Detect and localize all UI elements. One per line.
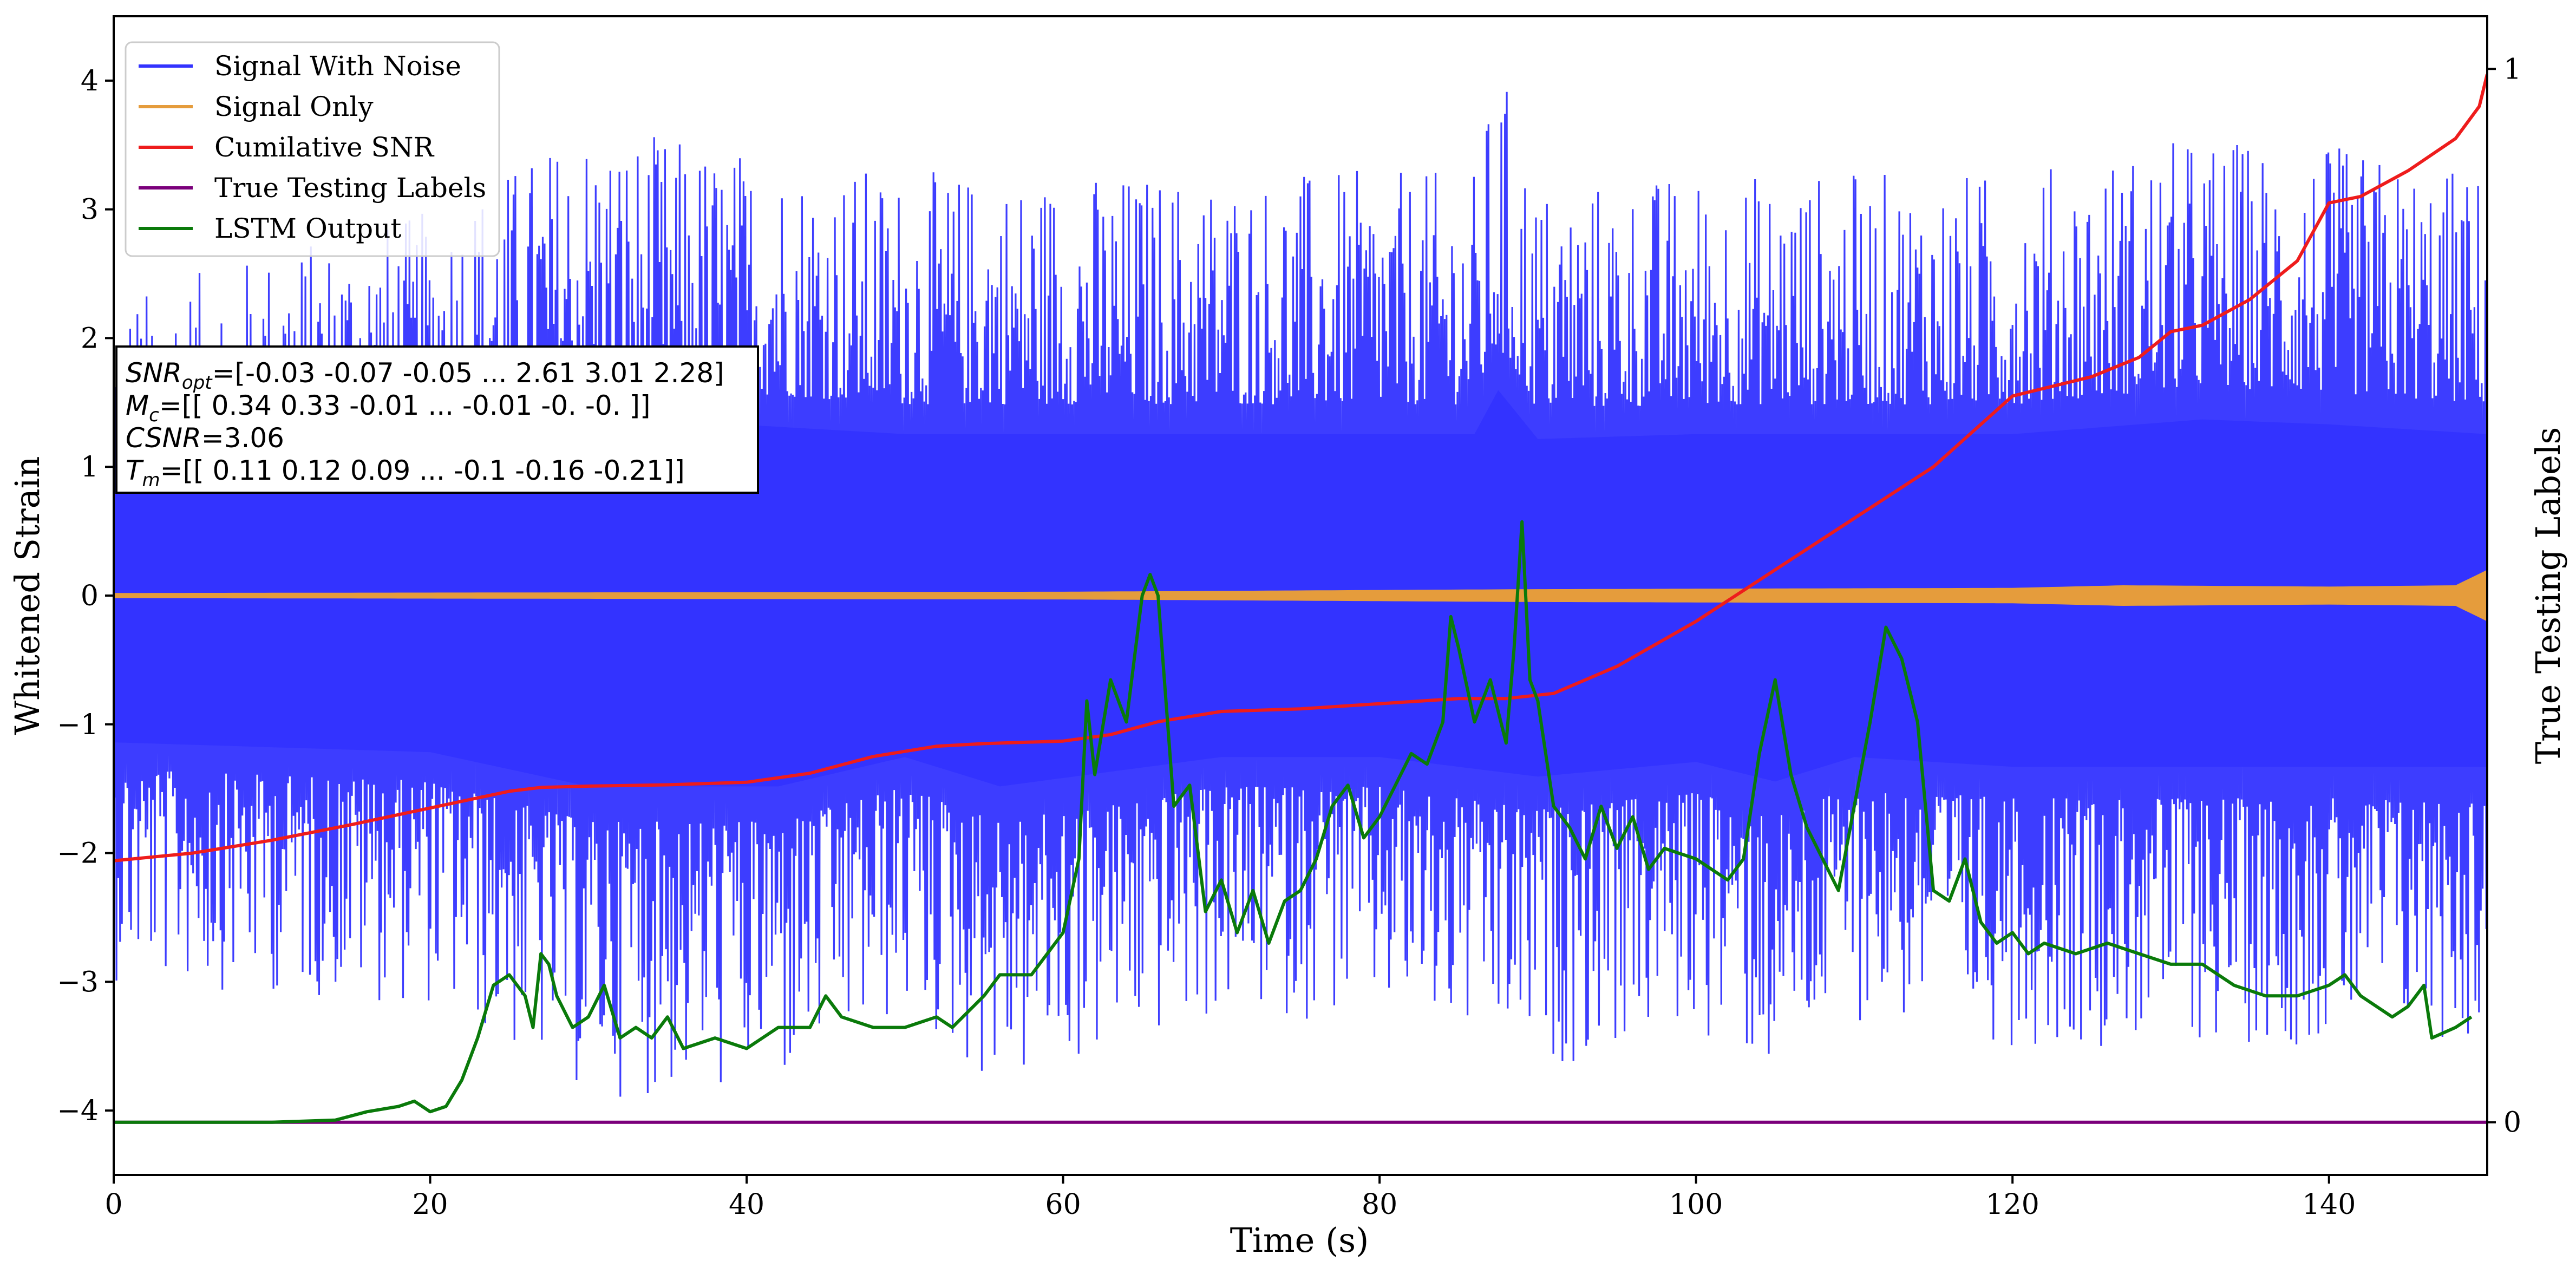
y-tick-label: 2 (81, 322, 99, 355)
annotation-tm: Tm=[[ 0.11 0.12 0.09 ... -0.1 -0.16 -0.2… (126, 455, 685, 491)
x-tick-label: 60 (1045, 1188, 1081, 1221)
legend-label: Signal Only (214, 91, 374, 122)
signal-only-layer (114, 570, 2487, 622)
legend: Signal With Noise Signal Only Cumilative S… (125, 41, 500, 257)
x-tick-label: 120 (1986, 1188, 2039, 1221)
y2-tick-label: 0 (2503, 1107, 2521, 1139)
x-tick-label: 40 (729, 1188, 764, 1221)
y2-tick-label: 1 (2503, 53, 2521, 86)
legend-box (125, 41, 500, 257)
y-axis-label: Whitened Strain (8, 456, 47, 735)
y2-axis-ticks: 01 (2487, 53, 2521, 1139)
y-tick-label: −1 (57, 709, 99, 741)
annotation-box: SNRopt=[-0.03 -0.07 -0.05 ... 2.61 3.01 … (115, 345, 759, 494)
annotation-snr-opt: SNRopt=[-0.03 -0.07 -0.05 ... 2.61 3.01 … (126, 357, 724, 394)
legend-label: Cumilative SNR (214, 132, 434, 163)
legend-items: Signal With Noise Signal Only Cumilative S… (139, 50, 486, 244)
x-tick-label: 140 (2302, 1188, 2356, 1221)
series-signal-only (114, 570, 2487, 622)
legend-label: True Testing Labels (214, 172, 486, 204)
y-tick-label: 3 (81, 194, 99, 226)
legend-label: LSTM Output (214, 213, 401, 244)
x-axis-label: Time (s) (1230, 1220, 1369, 1260)
y-tick-label: 4 (81, 65, 99, 97)
series-cumilative-snr (114, 74, 2487, 863)
line-series-layer (114, 74, 2487, 1124)
x-axis-ticks: 0 20 40 60 80 100 120 140 (104, 1175, 2356, 1221)
y-axis-ticks: −4 −3 −2 −1 0 1 2 3 4 (57, 65, 114, 1127)
y-tick-label: −4 (57, 1095, 99, 1127)
y2-axis-label: True Testing Labels (2528, 427, 2568, 765)
y-tick-label: 1 (81, 451, 99, 484)
y-tick-label: −2 (57, 838, 99, 870)
x-tick-label: 100 (1669, 1188, 1723, 1221)
annotation-csnr: CSNR=3.06 (126, 422, 284, 454)
y-tick-label: −3 (57, 966, 99, 998)
y-tick-label: 0 (81, 580, 99, 612)
annotation-frame (115, 345, 759, 494)
x-tick-label: 0 (104, 1188, 122, 1221)
annotation-mc: Mc=[[ 0.34 0.33 -0.01 ... -0.01 -0. -0. … (126, 390, 651, 426)
series-lstm-output (114, 520, 2473, 1124)
x-tick-label: 20 (412, 1188, 448, 1221)
legend-label: Signal With Noise (214, 50, 461, 82)
x-tick-label: 80 (1362, 1188, 1397, 1221)
